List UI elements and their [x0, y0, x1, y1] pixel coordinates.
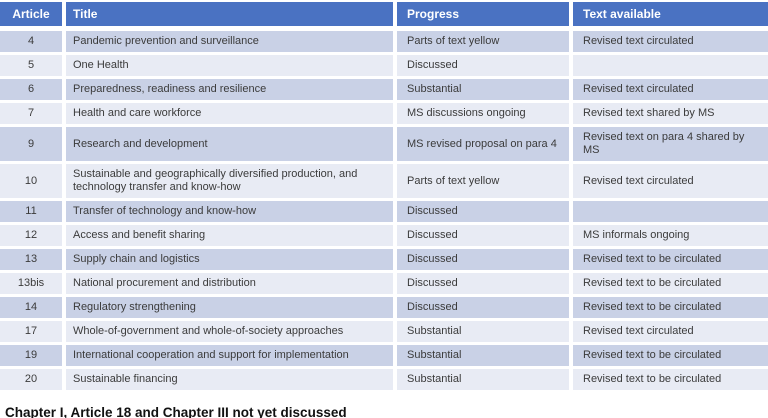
- text-available-cell: Revised text circulated: [573, 164, 768, 198]
- progress-cell: Substantial: [397, 321, 569, 342]
- table-header-row: Article Title Progress Text available: [0, 2, 768, 26]
- text-available-cell: Revised text circulated: [573, 321, 768, 342]
- text-available-cell: Revised text circulated: [573, 31, 768, 52]
- text-available-cell: Revised text to be circulated: [573, 249, 768, 270]
- table-row: 20 Sustainable financing Substantial Rev…: [0, 369, 768, 390]
- title-cell: Health and care workforce: [66, 103, 393, 124]
- progress-cell: Discussed: [397, 225, 569, 246]
- table-row: 11 Transfer of technology and know-how D…: [0, 201, 768, 222]
- title-cell: One Health: [66, 55, 393, 76]
- table-row: 9 Research and development MS revised pr…: [0, 127, 768, 161]
- column-header-article: Article: [0, 2, 62, 26]
- column-header-progress: Progress: [397, 2, 569, 26]
- title-cell: Pandemic prevention and surveillance: [66, 31, 393, 52]
- article-cell: 11: [0, 201, 62, 222]
- table-row: 7 Health and care workforce MS discussio…: [0, 103, 768, 124]
- table-row: 10 Sustainable and geographically divers…: [0, 164, 768, 198]
- article-cell: 19: [0, 345, 62, 366]
- article-cell: 5: [0, 55, 62, 76]
- article-cell: 13bis: [0, 273, 62, 294]
- table-row: 4 Pandemic prevention and surveillance P…: [0, 31, 768, 52]
- text-available-cell: [573, 201, 768, 222]
- table-body: 4 Pandemic prevention and surveillance P…: [0, 31, 768, 390]
- column-header-title: Title: [66, 2, 393, 26]
- progress-cell: Parts of text yellow: [397, 164, 569, 198]
- table-row: 19 International cooperation and support…: [0, 345, 768, 366]
- progress-cell: Discussed: [397, 273, 569, 294]
- progress-cell: MS discussions ongoing: [397, 103, 569, 124]
- text-available-cell: Revised text to be circulated: [573, 369, 768, 390]
- text-available-cell: Revised text on para 4 shared by MS: [573, 127, 768, 161]
- title-cell: Access and benefit sharing: [66, 225, 393, 246]
- footer-note: Chapter I, Article 18 and Chapter III no…: [5, 405, 347, 418]
- title-cell: Transfer of technology and know-how: [66, 201, 393, 222]
- title-cell: International cooperation and support fo…: [66, 345, 393, 366]
- text-available-cell: MS informals ongoing: [573, 225, 768, 246]
- title-cell: Whole-of-government and whole-of-society…: [66, 321, 393, 342]
- article-cell: 17: [0, 321, 62, 342]
- progress-cell: Discussed: [397, 55, 569, 76]
- article-cell: 9: [0, 127, 62, 161]
- title-cell: Preparedness, readiness and resilience: [66, 79, 393, 100]
- text-available-cell: Revised text circulated: [573, 79, 768, 100]
- table-row: 13bis National procurement and distribut…: [0, 273, 768, 294]
- article-cell: 6: [0, 79, 62, 100]
- table-row: 17 Whole-of-government and whole-of-soci…: [0, 321, 768, 342]
- text-available-cell: [573, 55, 768, 76]
- article-cell: 12: [0, 225, 62, 246]
- column-header-text-available: Text available: [573, 2, 768, 26]
- text-available-cell: Revised text to be circulated: [573, 345, 768, 366]
- progress-cell: Discussed: [397, 201, 569, 222]
- title-cell: Supply chain and logistics: [66, 249, 393, 270]
- table-row: 12 Access and benefit sharing Discussed …: [0, 225, 768, 246]
- text-available-cell: Revised text to be circulated: [573, 297, 768, 318]
- progress-cell: Substantial: [397, 369, 569, 390]
- article-cell: 7: [0, 103, 62, 124]
- table-row: 6 Preparedness, readiness and resilience…: [0, 79, 768, 100]
- progress-cell: Parts of text yellow: [397, 31, 569, 52]
- title-cell: Sustainable financing: [66, 369, 393, 390]
- table-row: 5 One Health Discussed: [0, 55, 768, 76]
- articles-progress-table: Article Title Progress Text available 4 …: [0, 2, 768, 390]
- text-available-cell: Revised text to be circulated: [573, 273, 768, 294]
- title-cell: Research and development: [66, 127, 393, 161]
- progress-cell: Substantial: [397, 345, 569, 366]
- title-cell: Sustainable and geographically diversifi…: [66, 164, 393, 198]
- progress-cell: Discussed: [397, 297, 569, 318]
- progress-cell: Discussed: [397, 249, 569, 270]
- table-row: 14 Regulatory strengthening Discussed Re…: [0, 297, 768, 318]
- article-cell: 10: [0, 164, 62, 198]
- title-cell: Regulatory strengthening: [66, 297, 393, 318]
- progress-cell: MS revised proposal on para 4: [397, 127, 569, 161]
- text-available-cell: Revised text shared by MS: [573, 103, 768, 124]
- article-cell: 20: [0, 369, 62, 390]
- article-cell: 4: [0, 31, 62, 52]
- article-cell: 14: [0, 297, 62, 318]
- title-cell: National procurement and distribution: [66, 273, 393, 294]
- progress-cell: Substantial: [397, 79, 569, 100]
- article-cell: 13: [0, 249, 62, 270]
- table-row: 13 Supply chain and logistics Discussed …: [0, 249, 768, 270]
